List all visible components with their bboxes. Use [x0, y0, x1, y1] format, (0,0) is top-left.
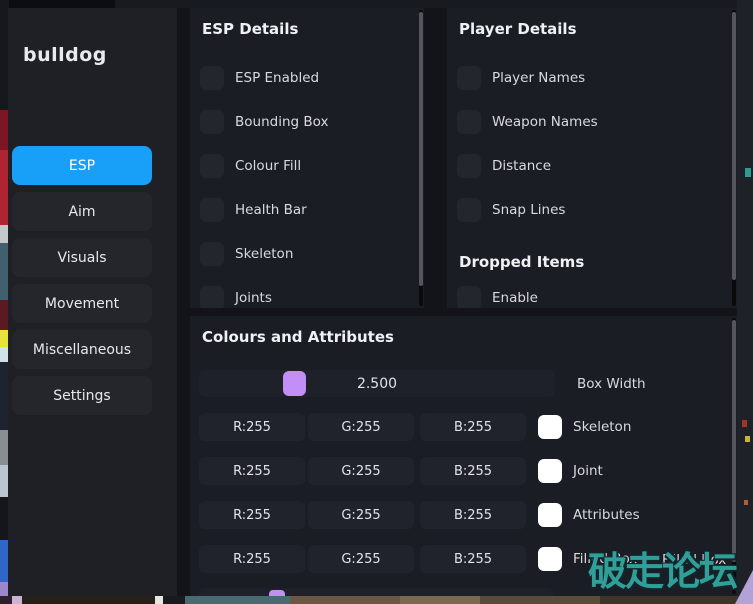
- checkbox-row-weapon-names: Weapon Names: [457, 110, 598, 134]
- player-names-label: Player Names: [492, 70, 586, 86]
- snap-lines-label: Snap Lines: [492, 202, 566, 218]
- panel-colours-attributes: Colours and Attributes 2.500 Box Width R…: [190, 316, 737, 596]
- game-background-top-left: [0, 0, 115, 8]
- esp-enabled-label: ESP Enabled: [235, 70, 320, 86]
- filled-box-colour-checkbox[interactable]: [538, 547, 562, 571]
- game-background-bottom-strip: [0, 596, 753, 604]
- panel-player-details: Player Details Player Names Weapon Names…: [447, 8, 737, 308]
- skeleton-colour-label: Skeleton: [573, 419, 632, 435]
- rgb-row-skeleton: R:255 G:255 B:255 Skeleton: [199, 413, 631, 441]
- checkbox-row-distance: Distance: [457, 154, 551, 178]
- bounding-box-label: Bounding Box: [235, 114, 329, 130]
- sidebar-item-settings[interactable]: Settings: [12, 376, 152, 415]
- attributes-b-button[interactable]: B:255: [420, 501, 526, 529]
- dropped-enable-label: Enable: [492, 290, 538, 306]
- sidebar-item-esp[interactable]: ESP: [12, 146, 152, 185]
- joints-checkbox[interactable]: [200, 286, 224, 308]
- sidebar-item-movement[interactable]: Movement: [12, 284, 152, 323]
- checkbox-row-joints: Joints: [200, 286, 272, 308]
- snap-lines-checkbox[interactable]: [457, 198, 481, 222]
- esp-enabled-checkbox[interactable]: [200, 66, 224, 90]
- bounding-box-checkbox[interactable]: [200, 110, 224, 134]
- filled-box-b-button[interactable]: B:255: [420, 545, 526, 573]
- game-background-right-strip: [737, 0, 753, 604]
- health-bar-checkbox[interactable]: [200, 198, 224, 222]
- filled-box-extra-label: Filled Box: [662, 552, 727, 568]
- dropped-items-title: Dropped Items: [459, 253, 585, 271]
- skeleton-checkbox[interactable]: [200, 242, 224, 266]
- filled-box-r-button[interactable]: R:255: [199, 545, 305, 573]
- box-width-label: Box Width: [577, 375, 646, 392]
- panel-esp-details: ESP Details ESP Enabled Bounding Box Col…: [190, 8, 424, 308]
- joint-colour-checkbox[interactable]: [538, 459, 562, 483]
- sidebar-item-miscellaneous[interactable]: Miscellaneous: [12, 330, 152, 369]
- checkbox-row-esp-enabled: ESP Enabled: [200, 66, 319, 90]
- box-width-slider[interactable]: 2.500: [199, 370, 555, 397]
- skeleton-b-button[interactable]: B:255: [420, 413, 526, 441]
- player-panel-scroll-thumb[interactable]: [732, 12, 736, 280]
- health-bar-label: Health Bar: [235, 202, 307, 218]
- next-slider-thumb-partial[interactable]: [269, 590, 285, 596]
- sidebar: bulldog ESP Aim Visuals Movement Miscell…: [8, 8, 177, 596]
- attributes-colour-checkbox[interactable]: [538, 503, 562, 527]
- checkbox-row-bounding-box: Bounding Box: [200, 110, 328, 134]
- joints-label: Joints: [235, 290, 272, 306]
- checkbox-row-player-names: Player Names: [457, 66, 585, 90]
- rgb-row-filled-box: R:255 G:255 B:255 Filled Box: [199, 545, 637, 573]
- checkbox-row-colour-fill: Colour Fill: [200, 154, 301, 178]
- player-names-checkbox[interactable]: [457, 66, 481, 90]
- game-corner-triangle: [735, 570, 753, 604]
- skeleton-label: Skeleton: [235, 246, 294, 262]
- attributes-colour-label: Attributes: [573, 507, 640, 523]
- game-pixel-teal: [745, 168, 751, 177]
- skeleton-colour-checkbox[interactable]: [538, 415, 562, 439]
- joint-b-button[interactable]: B:255: [420, 457, 526, 485]
- app-title: bulldog: [23, 44, 107, 66]
- skeleton-r-button[interactable]: R:255: [199, 413, 305, 441]
- colour-fill-checkbox[interactable]: [200, 154, 224, 178]
- rgb-row-joint: R:255 G:255 B:255 Joint: [199, 457, 603, 485]
- checkbox-row-snap-lines: Snap Lines: [457, 198, 565, 222]
- game-pixel-orange: [744, 500, 748, 505]
- filled-box-g-button[interactable]: G:255: [308, 545, 414, 573]
- rgb-row-attributes: R:255 G:255 B:255 Attributes: [199, 501, 640, 529]
- esp-details-title: ESP Details: [202, 20, 299, 38]
- weapon-names-checkbox[interactable]: [457, 110, 481, 134]
- filled-box-colour-label: Filled Box: [573, 551, 638, 567]
- box-width-value: 2.500: [356, 375, 398, 392]
- attributes-g-button[interactable]: G:255: [308, 501, 414, 529]
- joint-colour-label: Joint: [573, 463, 603, 479]
- colours-panel-scrollbar[interactable]: [732, 318, 736, 594]
- checkbox-row-dropped-enable: Enable: [457, 286, 538, 308]
- colours-attributes-title: Colours and Attributes: [202, 328, 394, 346]
- joint-r-button[interactable]: R:255: [199, 457, 305, 485]
- distance-checkbox[interactable]: [457, 154, 481, 178]
- esp-panel-scrollbar[interactable]: [419, 10, 423, 306]
- colour-fill-label: Colour Fill: [235, 158, 302, 174]
- colours-panel-scroll-thumb[interactable]: [732, 320, 736, 562]
- esp-panel-scroll-thumb[interactable]: [419, 12, 423, 286]
- next-slider-partial[interactable]: [199, 588, 553, 596]
- cheat-menu-window: bulldog ESP Aim Visuals Movement Miscell…: [8, 8, 737, 596]
- game-background-left-strip: [0, 0, 9, 604]
- checkbox-row-skeleton: Skeleton: [200, 242, 293, 266]
- watermark-text: 破走论坛: [588, 550, 738, 595]
- sidebar-item-visuals[interactable]: Visuals: [12, 238, 152, 277]
- checkbox-row-health-bar: Health Bar: [200, 198, 307, 222]
- joint-g-button[interactable]: G:255: [308, 457, 414, 485]
- game-pixel-red: [742, 420, 747, 427]
- player-panel-scrollbar[interactable]: [732, 10, 736, 306]
- dropped-enable-checkbox[interactable]: [457, 286, 481, 308]
- player-details-title: Player Details: [459, 20, 577, 38]
- sidebar-item-aim[interactable]: Aim: [12, 192, 152, 231]
- game-pixel-yellow: [745, 436, 750, 442]
- distance-label: Distance: [492, 158, 552, 174]
- skeleton-g-button[interactable]: G:255: [308, 413, 414, 441]
- attributes-r-button[interactable]: R:255: [199, 501, 305, 529]
- box-width-slider-thumb[interactable]: [283, 371, 306, 396]
- weapon-names-label: Weapon Names: [492, 114, 598, 130]
- game-background-top: [0, 0, 753, 8]
